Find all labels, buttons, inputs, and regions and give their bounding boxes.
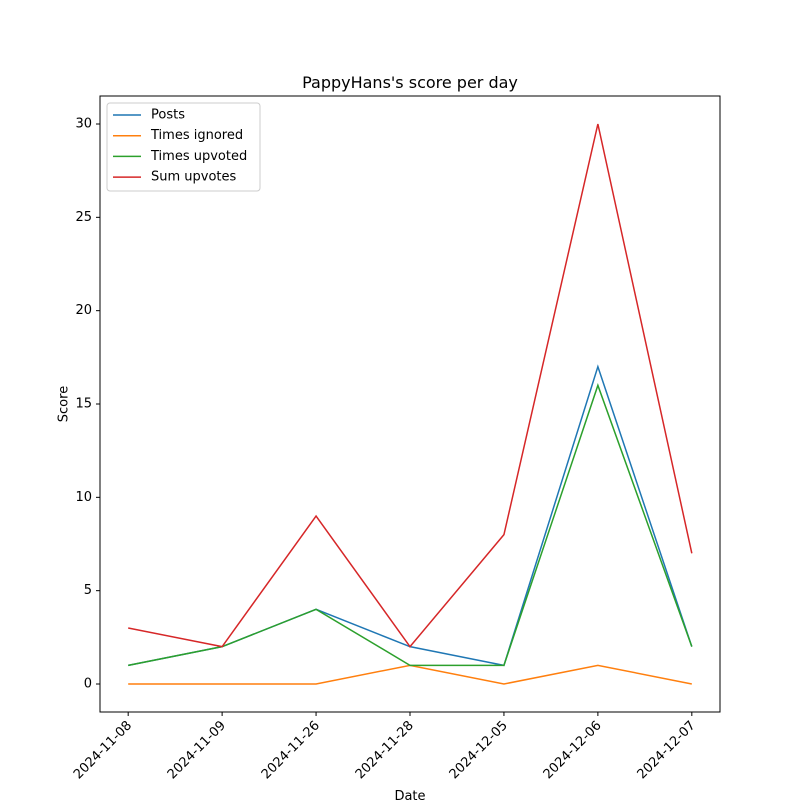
y-tick-label: 15 — [75, 397, 92, 412]
line-series — [128, 383, 693, 667]
y-tick-label: 0 — [84, 677, 92, 692]
legend-label: Times ignored — [150, 128, 243, 143]
y-tick-label: 25 — [75, 210, 92, 225]
x-tick-label: 2024-11-28 — [353, 718, 417, 782]
y-axis-label: Score — [57, 386, 72, 422]
legend-label: Posts — [151, 108, 185, 123]
x-axis-label: Date — [394, 789, 425, 800]
x-tick-label: 2024-12-05 — [447, 718, 511, 782]
chart-title: PappyHans's score per day — [302, 73, 518, 92]
x-tick-label: 2024-12-06 — [541, 718, 605, 782]
legend-label: Sum upvotes — [151, 170, 237, 185]
legend-label: Times upvoted — [150, 149, 247, 164]
x-tick-label: 2024-12-07 — [635, 718, 699, 782]
line-series — [128, 664, 692, 685]
x-tick-label: 2024-11-26 — [259, 718, 323, 782]
y-tick-label: 30 — [75, 117, 92, 132]
legend-box — [106, 102, 261, 192]
y-tick-label: 5 — [84, 583, 92, 598]
x-tick-label: 2024-11-08 — [71, 718, 135, 782]
line-series — [128, 123, 693, 648]
y-tick-label: 20 — [75, 303, 92, 318]
x-tick-label: 2024-11-09 — [165, 718, 229, 782]
y-tick-label: 10 — [75, 490, 92, 505]
